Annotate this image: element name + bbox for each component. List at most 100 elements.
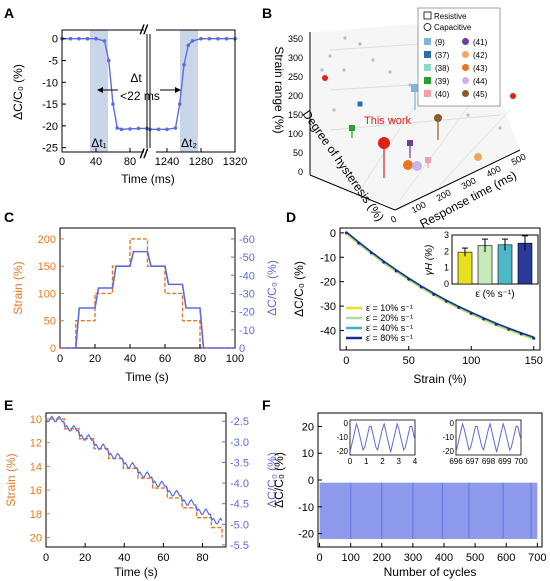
panel-b-point-other [408,83,412,87]
panel-b-legend-marker [462,51,469,58]
panel-b-legend-label: (9) [435,38,445,47]
panel-d-ytick: 0 [330,228,336,240]
panel-a-band-2 [180,30,198,152]
panel-f-xtick: 400 [435,552,453,564]
panel-f-xtick: 600 [497,552,515,564]
panel-f-inset-ytick: 0 [450,419,455,428]
panel-f-inset-xtick: 3 [397,457,402,466]
panel-f-ylabel: ΔC/C₀ (%) [272,452,286,508]
panel-e-ytick: 10 [30,414,42,426]
panel-b-ytick: 50 [293,148,303,158]
panel-b-point-other [332,108,336,112]
panel-b-legend-marker [424,38,431,45]
panel-d-point [482,317,486,321]
panel-a-break-bottom: // [139,146,149,161]
panel-b-point-other [466,113,470,117]
panel-a-ytick: -25 [42,143,58,155]
panel-b-ytick: 200 [288,91,303,101]
panel-a: // // 0 40 80 1240 1280 1320 0 -5 -10 -15 -20 -25 Δ… [11,22,247,186]
panel-b-point-other [343,36,347,40]
panel-b-point-other [390,118,394,122]
panel-e-xtick: 60 [157,552,169,564]
panel-b-point [510,93,516,99]
panel-b-point [322,75,328,81]
panel-f-band [319,482,538,539]
panel-b-point [411,84,419,92]
panel-b-legend-label: (40) [435,90,450,99]
panel-c-capacitance-line [60,250,235,349]
panel-d-inset-ytick: 3 [444,230,449,240]
panel-d-point [444,299,448,303]
panel-a-point [119,127,124,132]
panel-a-xlabel: Time (ms) [121,172,175,186]
panel-e-y2tick: -4.0 [230,478,249,490]
panel-d-ytick: -10 [320,252,336,264]
panel-e-xtick: 20 [79,552,91,564]
panel-b-point [349,125,355,131]
panel-d-point [432,292,436,296]
panel-f-inset-xtick: 4 [413,457,418,466]
panel-a-ytick: -10 [42,77,58,89]
panel-e-y2tick: -5.0 [230,519,249,531]
panel-b-point [412,161,422,171]
panel-c-strain-line [60,238,235,349]
panel-a-point [156,127,161,132]
panel-a-label-dt1: Δt₁ [91,136,106,150]
panel-c-xlabel: Time (s) [125,370,169,384]
panel-b-legend-marker [424,64,431,71]
panel-d-point [357,241,361,245]
panel-b-legend-label: (43) [473,64,488,73]
panel-a-point [186,43,191,48]
panel-a-point [207,36,212,41]
panel-e-y2tick: -5.5 [230,540,249,552]
panel-d-point [419,285,423,289]
panel-e-y2label: ΔC/C₀ (%) [265,452,279,508]
panel-f-inset-xtick: 700 [514,457,528,466]
panel-a-frame-right [149,29,236,153]
panel-a-ylabel: ΔC/C₀ (%) [11,64,25,120]
panel-f-inset-xtick: 2 [380,457,385,466]
panel-a-ytick: -20 [42,121,58,133]
panel-a-point [182,63,186,67]
panel-b-axis-x [394,149,521,211]
panel-f-ytick: 20 [302,421,314,433]
panel-d-point [457,306,461,310]
panel-b-point-other [498,126,502,130]
panel-a-point [199,36,203,41]
panel-b-point [474,153,482,161]
panel-e-xlabel: Time (s) [114,565,158,579]
panel-d-point [369,251,373,255]
panel-e-y2tick: -3.5 [230,457,249,469]
panel-f-ytick: 0 [308,475,314,487]
panel-a-point [85,36,90,41]
panel-a-point [190,39,195,43]
panel-e-y2tick: -2.5 [230,416,249,428]
panel-d-ylabel: ΔC/C₀ (%) [292,261,306,317]
panel-a-band-1 [90,30,108,152]
panel-e: 0 20 40 60 80101214161820-2.5-3.0-3.5-4.0-4.… [4,412,279,579]
panel-b-ytick: 250 [288,72,303,82]
panel-c-y2tick: -30 [239,288,255,300]
panel-f-inset-xtick: 696 [449,457,463,466]
panel-d-point [494,322,498,326]
panel-d-point [394,269,398,273]
panel-c-xtick: 0 [57,353,63,365]
panel-a-ytick: -5 [48,56,58,68]
panel-c-y2tick: -10 [239,325,255,337]
panel-b-legend-marker [462,77,469,84]
panel-b-ytick: 300 [288,53,303,63]
panel-b-legend-label: (37) [435,51,450,60]
panel-a-point [111,102,115,106]
panel-f-ytick: -10 [298,502,314,514]
panel-c-ytick: 150 [38,261,56,273]
panel-a-point [128,127,132,131]
panel-a-xtick: 80 [124,156,136,168]
panel-c-ytick: 200 [38,234,56,246]
panel-b-ytick: 350 [288,34,303,44]
panel-d-legend-label: ε̇ = 20% s⁻¹ [366,313,413,323]
panel-c-ytick: 100 [38,288,56,300]
panel-e-ytick: 18 [30,509,42,521]
panel-d-inset-ytick: 2 [444,246,449,256]
panel-f-inset-ytick: -20 [336,447,348,456]
